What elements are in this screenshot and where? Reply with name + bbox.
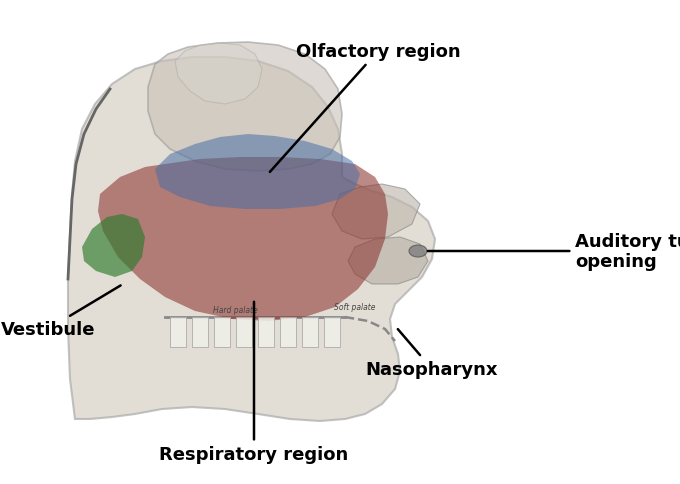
Polygon shape (324, 318, 340, 348)
Polygon shape (170, 318, 186, 348)
Polygon shape (192, 318, 208, 348)
Polygon shape (348, 238, 428, 285)
Polygon shape (68, 58, 435, 421)
Polygon shape (332, 184, 420, 240)
Text: Soft palate: Soft palate (335, 302, 376, 311)
Text: Olfactory region: Olfactory region (270, 43, 460, 173)
Polygon shape (280, 318, 296, 348)
Ellipse shape (409, 245, 427, 257)
Polygon shape (148, 43, 342, 172)
Text: Respiratory region: Respiratory region (159, 302, 349, 463)
Text: Hard palate: Hard palate (213, 305, 257, 314)
Polygon shape (302, 318, 318, 348)
Text: Vestibule: Vestibule (1, 286, 120, 338)
Polygon shape (258, 318, 274, 348)
Text: Auditory tube
opening: Auditory tube opening (428, 232, 680, 271)
Polygon shape (236, 318, 252, 348)
Polygon shape (98, 158, 388, 321)
Polygon shape (82, 214, 145, 277)
Polygon shape (155, 135, 360, 210)
Text: Nasopharynx: Nasopharynx (366, 330, 498, 378)
Polygon shape (175, 44, 262, 105)
Polygon shape (214, 318, 230, 348)
